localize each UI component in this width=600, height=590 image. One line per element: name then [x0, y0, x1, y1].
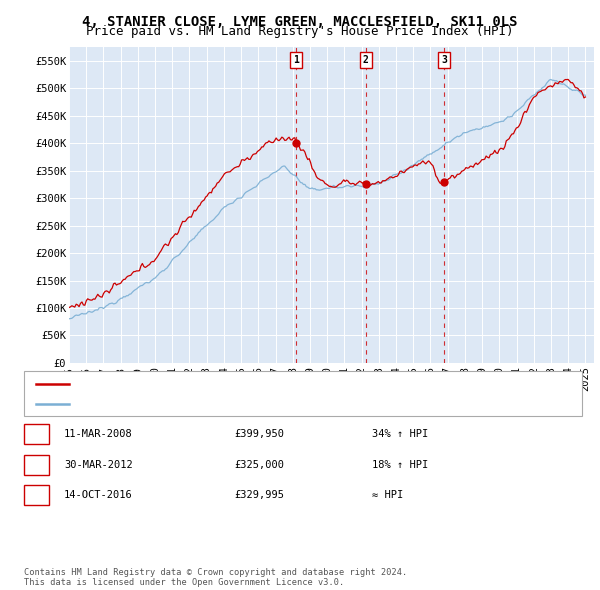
- Text: ≈ HPI: ≈ HPI: [372, 490, 403, 500]
- Text: 30-MAR-2012: 30-MAR-2012: [64, 460, 133, 470]
- Text: 3: 3: [441, 55, 447, 65]
- Text: £325,000: £325,000: [234, 460, 284, 470]
- Text: 1: 1: [293, 55, 299, 65]
- Text: 1: 1: [34, 429, 40, 439]
- Text: 14-OCT-2016: 14-OCT-2016: [64, 490, 133, 500]
- Text: 34% ↑ HPI: 34% ↑ HPI: [372, 429, 428, 439]
- Text: 18% ↑ HPI: 18% ↑ HPI: [372, 460, 428, 470]
- Text: 4, STANIER CLOSE, LYME GREEN, MACCLESFIELD, SK11 0LS (detached house): 4, STANIER CLOSE, LYME GREEN, MACCLESFIE…: [75, 379, 489, 389]
- Text: £329,995: £329,995: [234, 490, 284, 500]
- Text: 4, STANIER CLOSE, LYME GREEN, MACCLESFIELD, SK11 0LS: 4, STANIER CLOSE, LYME GREEN, MACCLESFIE…: [82, 15, 518, 30]
- Text: 2: 2: [363, 55, 368, 65]
- Text: Price paid vs. HM Land Registry's House Price Index (HPI): Price paid vs. HM Land Registry's House …: [86, 25, 514, 38]
- Text: 3: 3: [34, 490, 40, 500]
- Text: Contains HM Land Registry data © Crown copyright and database right 2024.
This d: Contains HM Land Registry data © Crown c…: [24, 568, 407, 587]
- Text: 11-MAR-2008: 11-MAR-2008: [64, 429, 133, 439]
- Text: £399,950: £399,950: [234, 429, 284, 439]
- Text: 2: 2: [34, 460, 40, 470]
- Text: HPI: Average price, detached house, Cheshire East: HPI: Average price, detached house, Ches…: [75, 399, 369, 409]
